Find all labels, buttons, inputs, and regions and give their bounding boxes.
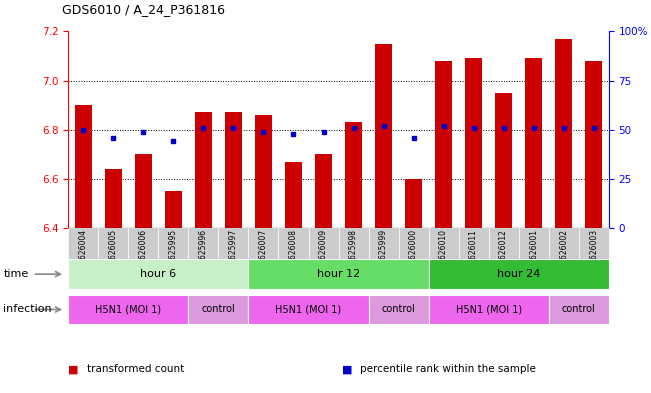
Text: GSM1626010: GSM1626010 <box>439 229 448 280</box>
Text: GSM1626007: GSM1626007 <box>259 229 268 280</box>
Text: hour 6: hour 6 <box>141 269 176 279</box>
Bar <box>165 191 182 228</box>
FancyBboxPatch shape <box>428 295 549 324</box>
Text: GSM1626011: GSM1626011 <box>469 229 478 280</box>
Text: GSM1625999: GSM1625999 <box>379 229 388 280</box>
Text: GSM1626002: GSM1626002 <box>559 229 568 280</box>
Text: GSM1625996: GSM1625996 <box>199 229 208 280</box>
FancyBboxPatch shape <box>188 295 249 324</box>
FancyBboxPatch shape <box>428 259 609 289</box>
FancyBboxPatch shape <box>368 228 398 259</box>
FancyBboxPatch shape <box>519 228 549 259</box>
Text: GSM1626003: GSM1626003 <box>589 229 598 280</box>
FancyBboxPatch shape <box>549 228 579 259</box>
FancyBboxPatch shape <box>489 228 519 259</box>
Text: H5N1 (MOI 1): H5N1 (MOI 1) <box>95 305 161 314</box>
Text: ■: ■ <box>68 364 79 375</box>
FancyBboxPatch shape <box>188 228 219 259</box>
Text: control: control <box>202 305 235 314</box>
Bar <box>525 59 542 228</box>
FancyBboxPatch shape <box>428 228 458 259</box>
Text: GSM1626012: GSM1626012 <box>499 229 508 280</box>
Bar <box>585 61 602 228</box>
Text: GSM1626009: GSM1626009 <box>319 229 328 280</box>
FancyBboxPatch shape <box>128 228 158 259</box>
Text: time: time <box>3 269 29 279</box>
Text: percentile rank within the sample: percentile rank within the sample <box>360 364 536 375</box>
Text: hour 12: hour 12 <box>317 269 360 279</box>
Bar <box>285 162 302 228</box>
Bar <box>495 93 512 228</box>
FancyBboxPatch shape <box>249 228 279 259</box>
Bar <box>105 169 122 228</box>
Bar <box>315 154 332 228</box>
FancyBboxPatch shape <box>579 228 609 259</box>
Text: GSM1625998: GSM1625998 <box>349 229 358 280</box>
FancyBboxPatch shape <box>98 228 128 259</box>
FancyBboxPatch shape <box>219 228 249 259</box>
Bar <box>75 105 92 228</box>
Text: control: control <box>562 305 596 314</box>
Text: infection: infection <box>3 305 52 314</box>
Text: GSM1626005: GSM1626005 <box>109 229 118 280</box>
FancyBboxPatch shape <box>158 228 188 259</box>
Bar <box>255 115 271 228</box>
FancyBboxPatch shape <box>68 295 188 324</box>
Bar <box>135 154 152 228</box>
Text: GSM1626004: GSM1626004 <box>79 229 88 280</box>
Text: GDS6010 / A_24_P361816: GDS6010 / A_24_P361816 <box>62 3 225 16</box>
Text: GSM1626001: GSM1626001 <box>529 229 538 280</box>
Bar <box>375 44 392 228</box>
Bar <box>345 122 362 228</box>
Text: GSM1626008: GSM1626008 <box>289 229 298 280</box>
Bar <box>465 59 482 228</box>
Text: hour 24: hour 24 <box>497 269 540 279</box>
Text: GSM1625995: GSM1625995 <box>169 229 178 280</box>
FancyBboxPatch shape <box>249 295 368 324</box>
FancyBboxPatch shape <box>309 228 339 259</box>
FancyBboxPatch shape <box>549 295 609 324</box>
Text: H5N1 (MOI 1): H5N1 (MOI 1) <box>456 305 521 314</box>
Text: control: control <box>381 305 415 314</box>
FancyBboxPatch shape <box>368 295 428 324</box>
Text: GSM1626000: GSM1626000 <box>409 229 418 280</box>
Bar <box>406 179 422 228</box>
Text: transformed count: transformed count <box>87 364 184 375</box>
Bar <box>225 112 242 228</box>
FancyBboxPatch shape <box>458 228 489 259</box>
Text: H5N1 (MOI 1): H5N1 (MOI 1) <box>275 305 342 314</box>
FancyBboxPatch shape <box>339 228 368 259</box>
Bar <box>195 112 212 228</box>
Text: GSM1625997: GSM1625997 <box>229 229 238 280</box>
Bar <box>555 39 572 228</box>
FancyBboxPatch shape <box>249 259 428 289</box>
Bar <box>436 61 452 228</box>
FancyBboxPatch shape <box>279 228 309 259</box>
Text: GSM1626006: GSM1626006 <box>139 229 148 280</box>
Text: ■: ■ <box>342 364 352 375</box>
FancyBboxPatch shape <box>398 228 428 259</box>
FancyBboxPatch shape <box>68 259 249 289</box>
FancyBboxPatch shape <box>68 228 98 259</box>
